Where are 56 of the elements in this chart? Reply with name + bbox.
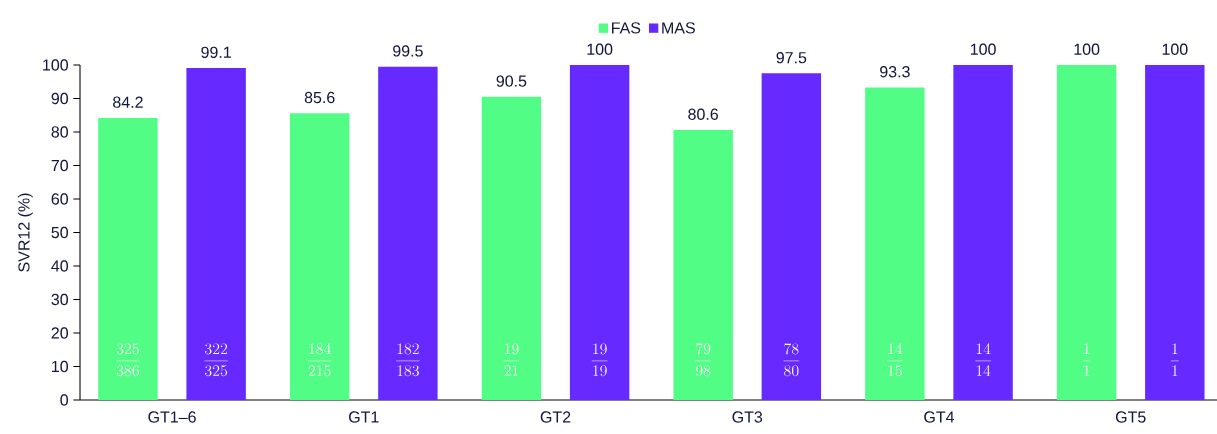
data-label: 93.3 [880,66,910,78]
data-label: 100 [970,43,996,55]
annotation: $\frac{19}{21}$ [503,343,520,376]
bar [1145,64,1205,400]
data-label: 84.2 [113,96,143,108]
y-tick-label: 10 [52,360,69,373]
x-tick-label: GT4 [924,411,955,423]
bar [673,129,733,400]
annotation: $\frac{1}{1}$ [1082,343,1091,376]
bar [481,96,542,400]
bar [378,66,438,400]
annotation: $\frac{78}{80}$ [783,343,800,377]
bar [569,64,630,400]
bar [289,113,350,400]
y-tick-label: 60 [51,193,69,205]
x-tick-label: GT2 [540,411,571,423]
y-axis-title: SVR12 (%) [17,193,33,272]
annotation: $\frac{322}{325}$ [204,343,228,377]
y-tick-label: 100 [43,59,69,71]
y-tick-label: 40 [51,260,69,272]
x-tick-label: GT1–6 [148,411,196,423]
bar [953,64,1013,400]
annotation: $\frac{182}{183}$ [396,343,420,377]
annotation: $\frac{184}{215}$ [307,343,332,377]
data-label: 90.5 [496,75,527,87]
data-label: 99.5 [393,45,423,57]
y-tick-label: 50 [51,226,69,239]
y-tick-label: 0 [60,394,69,406]
data-label: 100 [1162,43,1188,55]
annotation: $\frac{14}{14}$ [975,343,991,376]
annotation: $\frac{325}{386}$ [116,343,140,377]
legend-label: MAS [662,22,695,34]
legend-label: FAS [612,22,641,34]
y-tick-label: 80 [51,126,69,138]
bar [761,73,822,400]
annotation: $\frac{19}{19}$ [591,343,608,377]
y-tick-label: 20 [51,327,69,339]
x-tick-label: GT1 [349,411,379,423]
y-tick-label: 30 [51,293,69,306]
data-label: 100 [1074,43,1100,55]
bar [98,117,158,400]
annotation: $\frac{1}{1}$ [1170,343,1179,376]
y-tick-label: 90 [51,92,69,105]
bar [1056,64,1117,400]
bar [865,87,925,400]
data-label: 80.6 [688,108,719,120]
x-tick-label: GT3 [732,411,763,423]
data-label: 85.6 [304,91,335,104]
data-label: 99.1 [201,46,231,58]
y-tick-label: 70 [51,159,69,172]
bar [186,68,246,400]
data-label: 97.5 [776,52,807,64]
x-tick-label: GT5 [1115,411,1146,423]
data-label: 100 [587,43,613,55]
annotation: $\frac{79}{98}$ [695,343,711,377]
annotation: $\frac{14}{15}$ [887,343,903,377]
